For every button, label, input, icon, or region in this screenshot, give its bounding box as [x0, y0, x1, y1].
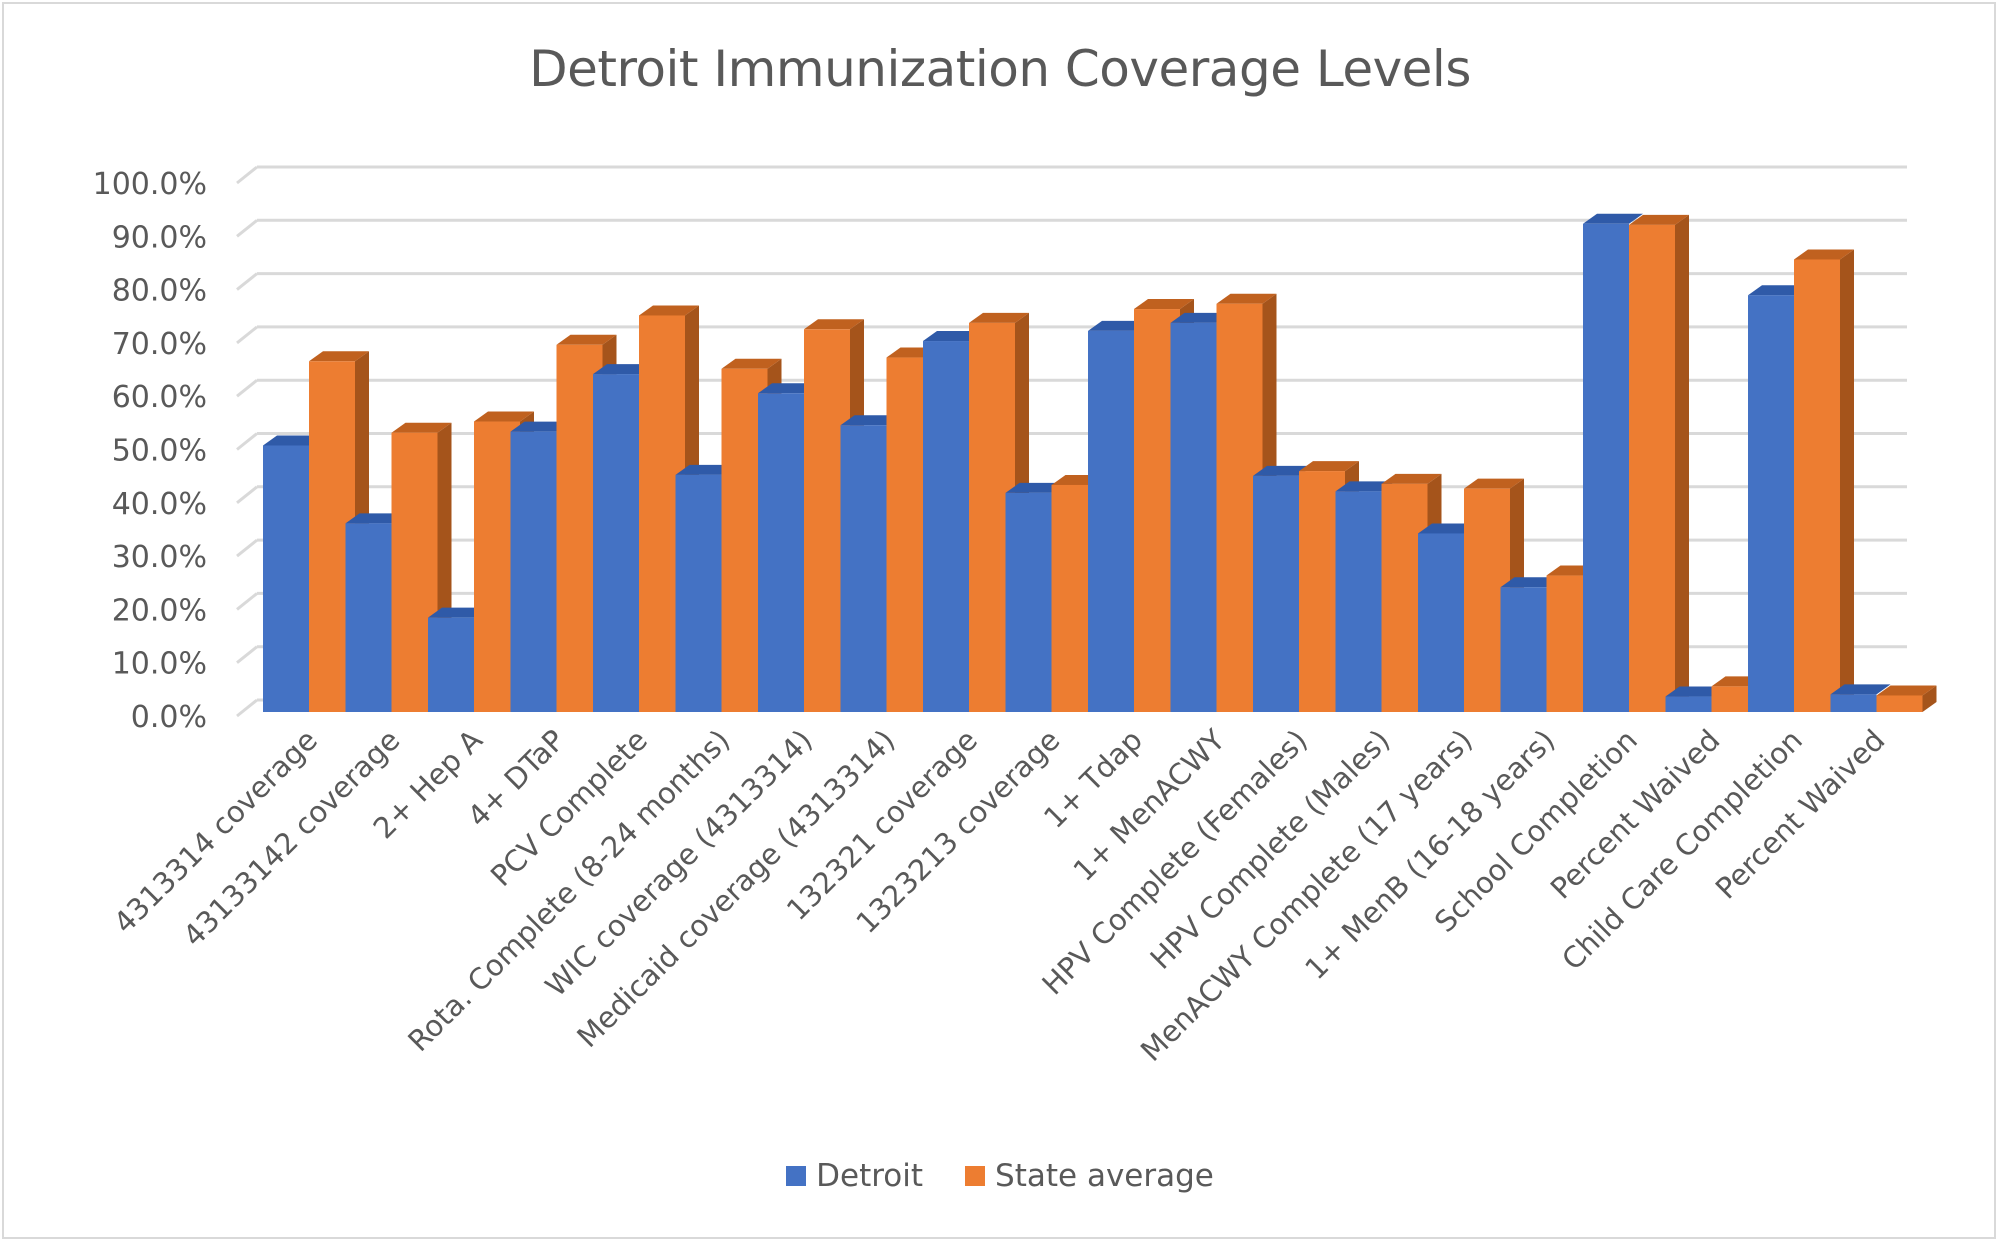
gridline-depth	[236, 165, 258, 185]
bar-top-detroit	[1830, 684, 1891, 695]
bar-detroit	[1170, 322, 1217, 712]
y-tick-label: 30.0%	[112, 540, 207, 575]
gridline-depth	[236, 219, 258, 238]
bar-detroit	[675, 474, 722, 712]
gridline-depth	[236, 432, 258, 451]
bar-top-detroit	[1005, 482, 1066, 493]
bar-top-detroit	[675, 464, 736, 475]
bar-top-state-average	[969, 312, 1029, 323]
bar-state-average	[1876, 695, 1923, 712]
bar-detroit	[1748, 295, 1794, 712]
bar-detroit	[345, 523, 392, 712]
y-tick-label: 90.0%	[112, 220, 207, 255]
bar-top-detroit	[1748, 285, 1808, 296]
bar-detroit	[428, 617, 474, 712]
gridline-depth	[236, 379, 258, 398]
bar-side-state-average	[1922, 685, 1937, 712]
bar-top-state-average	[556, 334, 617, 345]
bar-top-state-average	[1876, 685, 1937, 696]
y-tick-label: 20.0%	[112, 593, 207, 628]
bar-top-detroit	[1088, 320, 1148, 331]
bar-top-state-average	[1464, 478, 1524, 489]
bar-detroit	[1088, 330, 1134, 712]
gridline-depth	[236, 538, 258, 558]
bar-top-detroit	[1583, 213, 1643, 224]
bar-top-detroit	[1500, 577, 1561, 588]
bar-detroit	[1335, 491, 1382, 712]
bar-side-state-average	[1840, 249, 1854, 712]
bar-top-detroit	[1418, 523, 1478, 534]
bar-top-detroit	[923, 331, 983, 342]
bar-top-state-average	[1629, 214, 1689, 225]
bar-detroit	[1500, 587, 1547, 712]
bar-top-state-average	[391, 422, 452, 433]
bar-top-detroit	[1170, 312, 1231, 323]
y-tick-label: 10.0%	[112, 647, 207, 682]
bar-top-detroit	[593, 364, 653, 375]
bar-top-detroit	[263, 435, 323, 446]
bar-top-detroit	[428, 607, 488, 618]
bar-top-state-average	[1299, 461, 1359, 472]
y-tick-label: 50.0%	[112, 434, 207, 469]
gridline-depth	[236, 698, 258, 718]
legend: Detroit State average	[0, 1158, 2000, 1194]
bar-detroit	[263, 445, 309, 712]
bar-top-state-average	[1216, 293, 1277, 304]
y-tick-label: 70.0%	[112, 327, 207, 362]
y-tick-label: 60.0%	[112, 380, 207, 415]
bar-detroit	[1583, 223, 1629, 712]
y-tick-label: 100.0%	[93, 167, 207, 202]
bar-detroit	[1665, 696, 1712, 712]
bar-detroit	[758, 393, 804, 712]
bar-detroit	[840, 425, 887, 712]
bar-top-state-average	[804, 319, 864, 330]
gridline-depth	[236, 485, 258, 504]
bar-top-detroit	[510, 421, 571, 432]
legend-label-detroit: Detroit	[816, 1158, 924, 1194]
bar-detroit	[1830, 694, 1877, 712]
bar-top-state-average	[474, 411, 534, 422]
bar-top-detroit	[1335, 481, 1396, 492]
bar-top-state-average	[309, 351, 369, 362]
bar-top-detroit	[345, 513, 406, 524]
bar-detroit	[593, 374, 639, 712]
bar-top-detroit	[840, 415, 901, 426]
bar-top-state-average	[1381, 473, 1442, 484]
bar-top-detroit	[758, 383, 818, 394]
bar-side-state-average	[1675, 214, 1689, 712]
gridline-depth	[236, 325, 258, 345]
bar-detroit	[923, 341, 969, 712]
chart-title: Detroit Immunization Coverage Levels	[529, 40, 1471, 98]
gridline-depth	[236, 592, 258, 611]
legend-swatch-state-average	[965, 1166, 986, 1186]
y-tick-label: 0.0%	[131, 700, 207, 735]
bar-state-average	[1794, 259, 1840, 712]
bar-detroit	[1005, 492, 1052, 712]
y-tick-label: 80.0%	[112, 274, 207, 309]
y-tick-label: 40.0%	[112, 487, 207, 522]
bar-state-average	[1629, 224, 1675, 712]
gridline-depth	[236, 645, 258, 664]
bar-top-state-average	[1794, 249, 1854, 260]
gridline-depth	[236, 272, 258, 291]
legend-item-detroit[interactable]: Detroit	[786, 1158, 923, 1194]
bar-top-state-average	[639, 305, 699, 316]
bar-top-detroit	[1253, 465, 1313, 476]
legend-label-state-average: State average	[995, 1158, 1214, 1194]
bar-detroit	[1418, 533, 1464, 712]
bar-top-state-average	[1134, 299, 1194, 310]
legend-swatch-detroit	[786, 1166, 807, 1186]
bar-detroit	[510, 431, 557, 712]
bar-top-detroit	[1665, 686, 1726, 697]
bar-top-state-average	[721, 358, 782, 369]
bar-detroit	[1253, 475, 1299, 712]
legend-item-state-average[interactable]: State average	[965, 1158, 1214, 1194]
